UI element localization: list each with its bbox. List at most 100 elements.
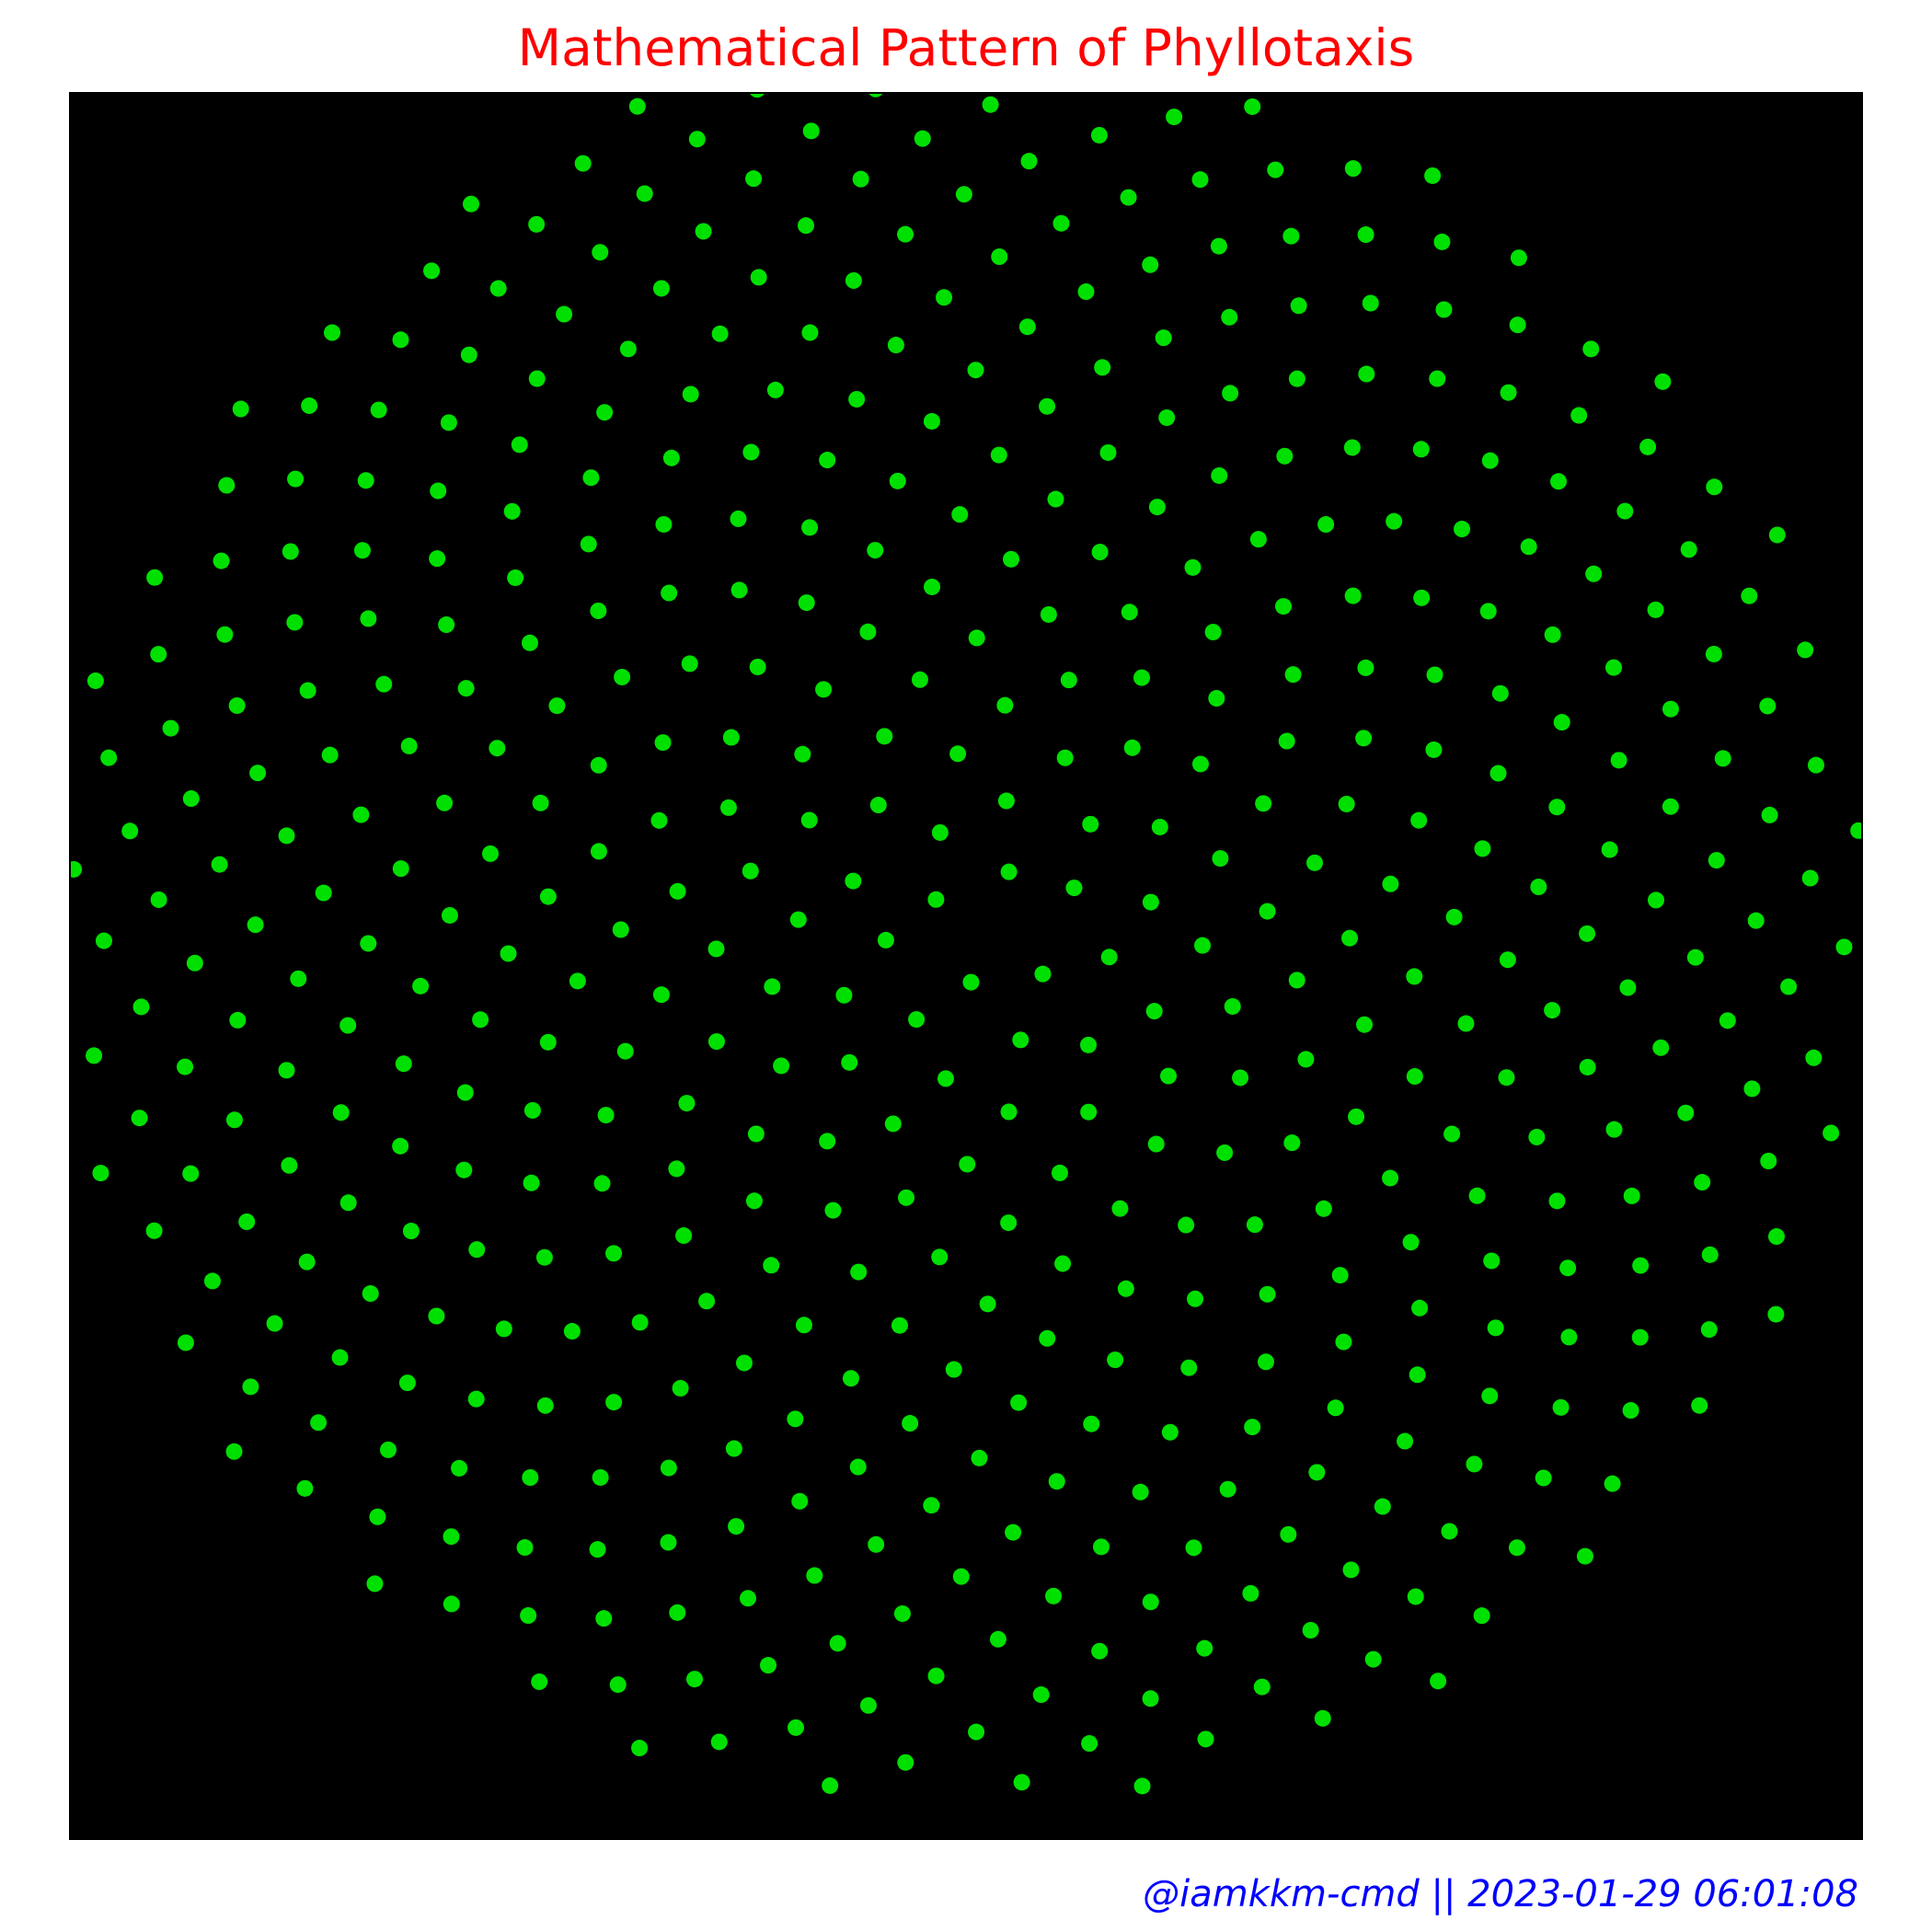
scatter-point bbox=[669, 1604, 685, 1621]
scatter-point bbox=[358, 472, 374, 489]
chart-title: Mathematical Pattern of Phyllotaxis bbox=[0, 18, 1932, 77]
scatter-point bbox=[238, 1213, 255, 1230]
scatter-point bbox=[1039, 398, 1055, 415]
scatter-point bbox=[218, 477, 235, 494]
scatter-point bbox=[595, 1610, 612, 1627]
scatter-point bbox=[731, 581, 748, 598]
scatter-point bbox=[596, 404, 613, 420]
scatter-point bbox=[1010, 1395, 1027, 1411]
scatter-point bbox=[1283, 1134, 1300, 1151]
scatter-point bbox=[1835, 938, 1852, 955]
scatter-point bbox=[971, 1450, 987, 1466]
scatter-point bbox=[1823, 1125, 1839, 1142]
scatter-point bbox=[1255, 795, 1271, 811]
scatter-point bbox=[962, 974, 979, 991]
scatter-point bbox=[796, 1317, 812, 1333]
scatter-point bbox=[1413, 590, 1430, 606]
scatter-point bbox=[150, 646, 167, 662]
scatter-point bbox=[1149, 499, 1166, 515]
scatter-point bbox=[512, 436, 528, 453]
scatter-point bbox=[617, 1043, 634, 1060]
scatter-point bbox=[1767, 1306, 1784, 1323]
scatter-point bbox=[564, 1323, 581, 1340]
scatter-point bbox=[247, 916, 264, 933]
scatter-point bbox=[1091, 1643, 1108, 1660]
scatter-point bbox=[1457, 1016, 1474, 1032]
scatter-point bbox=[1719, 1012, 1736, 1029]
scatter-point bbox=[1759, 697, 1776, 714]
scatter-point bbox=[1429, 371, 1445, 387]
scatter-point bbox=[366, 1575, 383, 1592]
scatter-point bbox=[1441, 1523, 1457, 1539]
scatter-point bbox=[461, 347, 477, 363]
scatter-point bbox=[1510, 316, 1526, 333]
scatter-point bbox=[1454, 521, 1470, 537]
scatter-point bbox=[698, 1293, 715, 1309]
scatter-point bbox=[1005, 1524, 1021, 1541]
scatter-point bbox=[841, 1054, 857, 1071]
scatter-point bbox=[242, 1378, 259, 1395]
scatter-point bbox=[1232, 1069, 1248, 1086]
scatter-point bbox=[1403, 1234, 1420, 1250]
scatter-point bbox=[540, 889, 557, 905]
scatter-point bbox=[1143, 1593, 1159, 1610]
scatter-point bbox=[980, 1295, 996, 1312]
scatter-point bbox=[1544, 1002, 1560, 1018]
scatter-point bbox=[1528, 1129, 1545, 1145]
scatter-point bbox=[1443, 1126, 1460, 1143]
scatter-point bbox=[451, 1460, 467, 1477]
scatter-point bbox=[441, 414, 457, 431]
scatter-point bbox=[500, 945, 517, 961]
scatter-point bbox=[830, 1635, 846, 1651]
scatter-point bbox=[798, 217, 814, 234]
scatter-point bbox=[953, 1569, 970, 1585]
scatter-point bbox=[249, 765, 266, 781]
scatter-point bbox=[655, 734, 672, 751]
scatter-point bbox=[991, 447, 1007, 464]
scatter-point bbox=[787, 1410, 803, 1427]
scatter-point bbox=[590, 1541, 606, 1558]
scatter-point bbox=[177, 1059, 193, 1075]
scatter-point bbox=[730, 511, 746, 527]
scatter-point bbox=[393, 860, 409, 877]
scatter-point bbox=[815, 681, 832, 697]
scatter-point bbox=[591, 843, 607, 859]
scatter-point bbox=[443, 1528, 459, 1545]
scatter-point bbox=[1049, 1473, 1065, 1489]
scatter-point bbox=[924, 413, 940, 430]
scatter-point bbox=[1624, 1188, 1640, 1204]
scatter-point bbox=[1490, 765, 1507, 782]
scatter-point bbox=[1080, 1104, 1097, 1121]
scatter-point bbox=[316, 885, 332, 902]
scatter-point bbox=[1306, 855, 1323, 871]
scatter-point bbox=[1280, 1526, 1296, 1543]
scatter-point bbox=[1254, 1679, 1271, 1696]
scatter-point bbox=[689, 131, 706, 147]
scatter-point bbox=[1021, 153, 1038, 169]
scatter-point bbox=[660, 1535, 676, 1551]
scatter-point bbox=[290, 971, 306, 987]
scatter-point bbox=[1397, 1433, 1413, 1450]
scatter-point bbox=[1358, 226, 1374, 243]
scatter-point bbox=[683, 385, 699, 402]
scatter-point bbox=[605, 1245, 622, 1261]
scatter-point bbox=[1332, 1267, 1349, 1283]
scatter-point bbox=[569, 972, 586, 989]
scatter-point bbox=[897, 226, 914, 243]
scatter-point bbox=[1768, 1228, 1785, 1245]
scatter-point bbox=[455, 1162, 472, 1179]
scatter-point bbox=[524, 1102, 541, 1119]
scatter-point bbox=[1034, 966, 1051, 983]
scatter-point bbox=[1616, 503, 1633, 520]
scatter-point bbox=[1041, 606, 1057, 623]
scatter-plot-svg bbox=[71, 94, 1861, 1838]
scatter-point bbox=[956, 186, 972, 202]
scatter-point bbox=[678, 1095, 695, 1111]
scatter-point bbox=[517, 1539, 534, 1556]
scatter-point bbox=[1160, 1068, 1177, 1085]
scatter-point bbox=[1244, 98, 1260, 115]
scatter-point bbox=[598, 1107, 615, 1123]
scatter-point bbox=[632, 1314, 649, 1330]
scatter-point bbox=[1632, 1258, 1649, 1274]
scatter-point bbox=[133, 998, 150, 1015]
